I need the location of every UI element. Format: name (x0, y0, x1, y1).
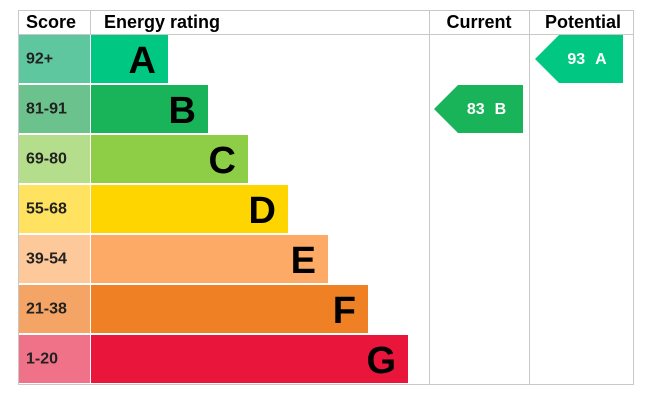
score-label: 69-80 (26, 151, 67, 168)
score-label: 21-38 (26, 301, 67, 318)
rating-bar (91, 235, 328, 283)
potential-label: 93 A (567, 51, 607, 68)
score-cell (19, 335, 90, 383)
score-cell (19, 135, 90, 183)
score-cell (19, 235, 90, 283)
header-potential: Potential (545, 12, 621, 32)
rating-bar (91, 285, 368, 333)
rating-letter: A (129, 40, 156, 82)
rating-letter: C (209, 140, 236, 182)
score-cell (19, 85, 90, 133)
rating-bar (91, 185, 288, 233)
rating-bar (91, 35, 168, 83)
score-cell (19, 35, 90, 83)
score-label: 55-68 (26, 201, 67, 218)
header-current: Current (446, 12, 511, 32)
frame (18, 10, 634, 385)
current-rating: B (495, 101, 507, 118)
header-rating: Energy rating (104, 12, 220, 32)
score-label: 39-54 (26, 251, 67, 268)
score-label: 1-20 (26, 351, 58, 368)
rating-letter: B (169, 90, 196, 132)
current-arrow (434, 85, 523, 133)
score-label: 92+ (26, 51, 53, 68)
potential-arrow (535, 35, 623, 83)
potential-rating: A (595, 51, 607, 68)
current-score: 83 (467, 101, 485, 118)
potential-score: 93 (567, 51, 585, 68)
score-cell (19, 185, 90, 233)
header-score: Score (26, 12, 76, 32)
rating-letter: G (366, 340, 396, 382)
score-cell (19, 285, 90, 333)
rating-bar (91, 135, 248, 183)
rating-bar (91, 335, 408, 383)
score-label: 81-91 (26, 101, 67, 118)
current-label: 83 B (467, 101, 506, 118)
rating-letter: F (333, 290, 356, 332)
rating-letter: E (291, 240, 316, 282)
rating-bar (91, 85, 208, 133)
rating-letter: D (249, 190, 276, 232)
